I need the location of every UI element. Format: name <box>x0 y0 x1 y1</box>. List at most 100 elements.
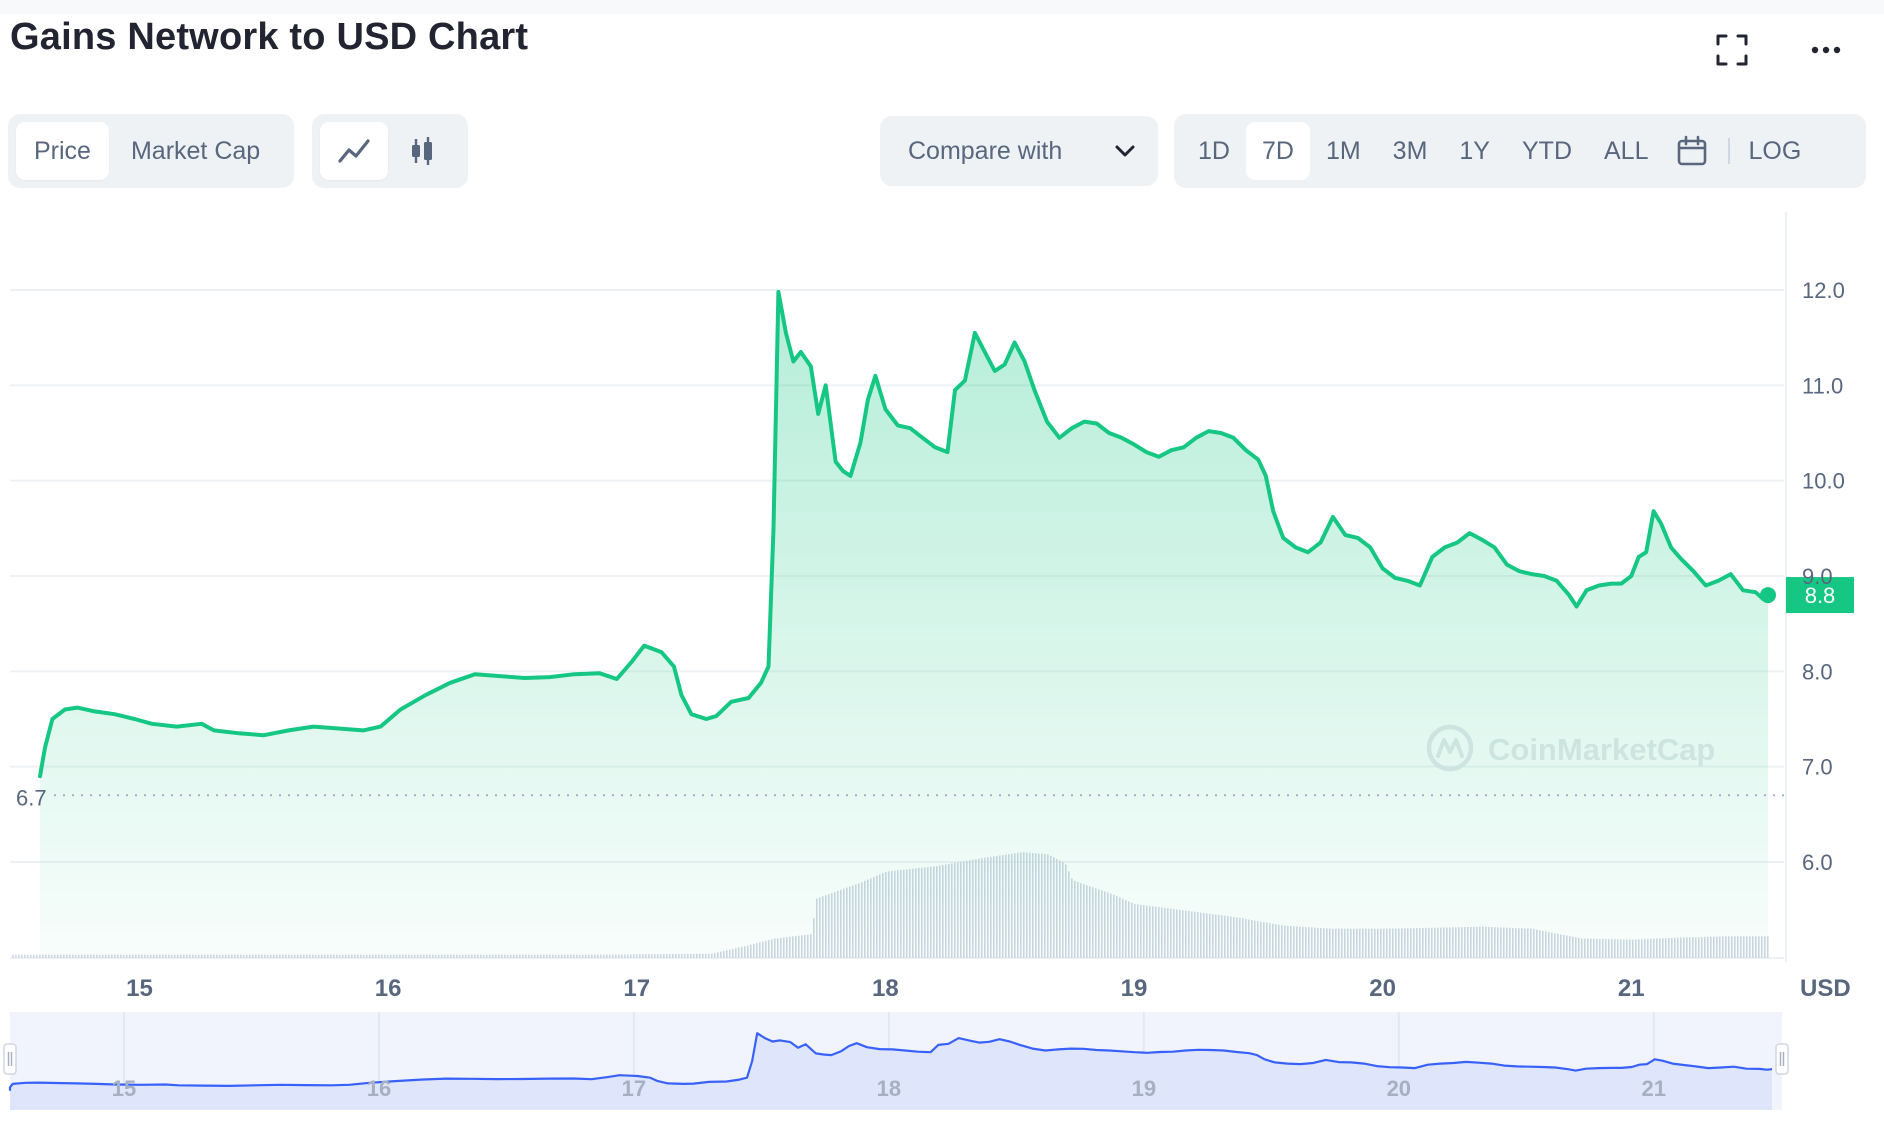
y-gridlines <box>10 289 1784 959</box>
volume-bar <box>1515 928 1517 958</box>
volume-bar <box>777 938 779 958</box>
volume-bar <box>1023 852 1025 958</box>
volume-bar <box>1467 927 1469 958</box>
volume-bar <box>1464 927 1466 958</box>
navigator-background <box>10 1012 1782 1110</box>
volume-bar <box>174 954 176 958</box>
range-ytd-button[interactable]: YTD <box>1522 136 1572 165</box>
volume-bar <box>1422 927 1424 958</box>
volume-bar <box>543 954 545 958</box>
volume-bar <box>723 950 725 958</box>
navigator-line <box>8 1032 1773 1091</box>
volume-bar <box>1683 937 1685 958</box>
volume-bar <box>834 891 836 958</box>
volume-bar <box>921 867 923 958</box>
volume-bar <box>1221 915 1223 958</box>
volume-bar <box>1614 939 1616 958</box>
volume-bar <box>45 954 47 958</box>
fullscreen-icon[interactable] <box>1712 30 1752 70</box>
volume-bar <box>426 954 428 958</box>
volume-bar <box>189 954 191 958</box>
volume-bar <box>1224 915 1226 958</box>
volume-bar <box>960 861 962 958</box>
volume-bar <box>1755 936 1757 958</box>
price-tab[interactable]: Price <box>16 122 109 180</box>
market-cap-tab[interactable]: Market Cap <box>130 136 261 165</box>
candlestick-button[interactable] <box>388 122 456 180</box>
volume-bar <box>747 945 749 958</box>
range-navigator[interactable]: 15 16 17 18 19 20 21 <box>3 1012 1789 1110</box>
range-1y-button[interactable]: 1Y <box>1459 136 1490 165</box>
volume-bar <box>1152 906 1154 958</box>
volume-bar <box>1290 926 1292 958</box>
volume-bar <box>1209 913 1211 958</box>
volume-bar <box>255 954 257 958</box>
volume-bar <box>786 937 788 958</box>
volume-bar <box>120 954 122 958</box>
volume-bar <box>1377 928 1379 958</box>
volume-bar <box>627 954 629 958</box>
volume-bar <box>1686 937 1688 958</box>
volume-bar <box>1548 932 1550 958</box>
volume-bar <box>615 954 617 958</box>
volume-bar <box>78 954 80 958</box>
volume-bar <box>1110 893 1112 958</box>
volume-bar <box>1521 928 1523 958</box>
range-7d-button[interactable]: 7D <box>1245 122 1310 180</box>
volume-bar <box>1554 933 1556 958</box>
volume-bar <box>207 954 209 958</box>
volume-bar <box>687 953 689 958</box>
line-chart-button[interactable] <box>320 122 388 180</box>
volume-bar <box>402 954 404 958</box>
navigator-left-handle[interactable] <box>3 1043 17 1075</box>
volume-bar <box>1668 938 1670 958</box>
volume-bar <box>198 954 200 958</box>
volume-bar <box>1134 904 1136 958</box>
volume-bar <box>1242 918 1244 958</box>
volume-bar <box>1257 921 1259 958</box>
volume-bar <box>489 954 491 958</box>
volume-bar <box>564 954 566 958</box>
volume-bar <box>1758 936 1760 958</box>
volume-bar <box>81 954 83 958</box>
volume-bar <box>1767 936 1769 958</box>
volume-bar <box>141 954 143 958</box>
date-picker-button[interactable] <box>1664 122 1720 180</box>
volume-bar <box>870 878 872 958</box>
volume-bar <box>1095 888 1097 958</box>
volume-bar <box>1197 912 1199 958</box>
volume-bar <box>618 954 620 958</box>
navigator-tick-labels: 15 16 17 18 19 20 21 <box>112 1076 1666 1101</box>
volume-bar <box>675 953 677 958</box>
volume-bar <box>1410 928 1412 958</box>
volume-bar <box>876 875 878 958</box>
log-scale-button[interactable]: LOG <box>1748 136 1802 165</box>
volume-bar <box>1707 936 1709 958</box>
volume-bar <box>717 952 719 958</box>
more-icon[interactable] <box>1806 30 1846 70</box>
volume-bar <box>474 954 476 958</box>
volume-bar <box>588 954 590 958</box>
compare-with-dropdown[interactable]: Compare with <box>880 116 1158 186</box>
volume-bar <box>1737 936 1739 958</box>
volume-bar <box>495 954 497 958</box>
volume-bars <box>12 852 1769 958</box>
volume-bar <box>660 954 662 958</box>
range-all-button[interactable]: ALL <box>1604 136 1649 165</box>
volume-bar <box>57 954 59 958</box>
volume-bar <box>1695 937 1697 958</box>
volume-bar <box>450 954 452 958</box>
volume-bar <box>1323 928 1325 958</box>
range-1m-button[interactable]: 1M <box>1325 136 1361 165</box>
volume-bar <box>1293 926 1295 958</box>
volume-bar <box>1020 852 1022 958</box>
range-1d-button[interactable]: 1D <box>1198 136 1230 165</box>
volume-bar <box>1092 887 1094 958</box>
navigator-tick-label: 18 <box>877 1076 901 1101</box>
volume-bar <box>75 954 77 958</box>
volume-bar <box>1485 926 1487 958</box>
range-3m-button[interactable]: 3M <box>1392 136 1428 165</box>
volume-bar <box>909 869 911 958</box>
navigator-right-handle[interactable] <box>1775 1043 1789 1075</box>
volume-bar <box>648 954 650 958</box>
